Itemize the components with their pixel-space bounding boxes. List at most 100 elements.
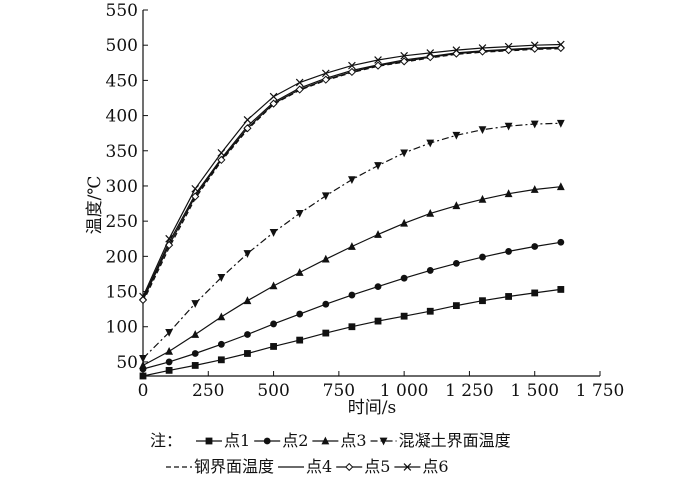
legend-label: 点3 [340,431,366,450]
data-point [139,372,147,380]
series-line [142,186,561,366]
data-point [322,329,330,337]
data-point [165,358,173,366]
x-axis-label: 时间/s [348,398,396,418]
data-point [138,295,148,305]
data-point [348,323,356,331]
series-2 [139,238,565,373]
data-point [295,78,304,87]
legend-marker [321,436,330,445]
legend-marker [379,437,388,446]
data-point [295,210,304,218]
data-point [452,259,460,267]
data-point [321,69,330,78]
y-tick-label: 350 [106,142,138,162]
legend-item: 点5 [336,457,390,476]
data-point [296,310,304,318]
data-point [243,115,252,124]
data-point [217,340,225,348]
data-point [530,44,539,53]
legend-item: 点4 [278,457,332,476]
data-point [139,361,147,369]
data-point [347,67,357,77]
legend-marker [205,437,213,445]
data-point [321,254,330,263]
data-point [296,336,304,344]
x-tick-label: 750 [323,381,355,401]
y-tick-label: 50 [116,353,138,373]
axes: 0 250 500 750 1 000 1 250 1 500 1 750 50 100 150 20… [106,1,625,401]
data-point [530,185,539,193]
data-point [478,44,487,52]
x-tick-label: 1 750 [576,381,625,401]
data-point [269,99,278,108]
data-point [505,293,512,300]
data-point [165,346,174,355]
data-point [479,297,486,305]
legend-item: 点3 [312,431,367,450]
data-point [531,243,539,250]
data-point [217,274,226,282]
data-point [452,201,461,210]
legend-prefix: 注： [150,431,182,450]
data-point [322,300,330,308]
data-point [374,162,382,170]
legend-label: 混凝土界面温度 [399,431,511,450]
data-point [504,122,513,131]
legend-label: 点2 [282,431,308,450]
data-point [348,176,356,185]
data-point [217,356,225,364]
y-axis-label: 温度/℃ [85,176,105,235]
x-tick-label: 500 [257,381,289,401]
legend-marker [345,462,354,472]
series-line [142,46,561,299]
data-point [452,302,460,310]
legend-label: 点1 [224,431,250,450]
data-point [191,362,199,369]
data-point [400,218,409,227]
data-point [452,49,461,58]
data-point [321,192,330,201]
data-point [557,286,565,293]
data-point [556,182,565,191]
legend-label: 点5 [364,457,390,476]
data-point [556,43,565,53]
data-point [374,230,382,238]
series-line [142,241,561,370]
legend-label: 点6 [422,457,448,476]
data-point [191,330,200,338]
y-tick-label: 550 [106,1,138,21]
data-point [165,366,173,374]
data-point [269,229,278,237]
data-point [139,355,147,363]
y-tick-label: 500 [106,36,138,56]
data-point [479,253,486,261]
y-tick-label: 450 [106,71,138,91]
legend-marker [263,437,271,445]
data-point [556,119,565,128]
y-tick-label: 200 [106,247,138,267]
data-point [452,46,461,54]
y-tick-label: 400 [106,107,138,127]
data-point [478,194,487,203]
data-point [400,57,409,66]
series-1 [139,286,565,380]
data-point [505,248,512,255]
legend-label: 点4 [306,457,332,476]
data-point [374,317,382,325]
data-point [269,281,278,290]
data-point [426,307,434,315]
data-point [426,139,435,148]
data-point [530,41,539,50]
data-point [191,184,200,193]
data-point [400,274,408,282]
data-point [217,312,226,321]
data-point [374,56,382,64]
data-point [270,320,277,328]
data-point [191,192,200,201]
data-point [243,250,252,258]
x-tick-label: 0 [138,381,149,401]
data-point [400,51,408,60]
data-point [504,42,513,51]
